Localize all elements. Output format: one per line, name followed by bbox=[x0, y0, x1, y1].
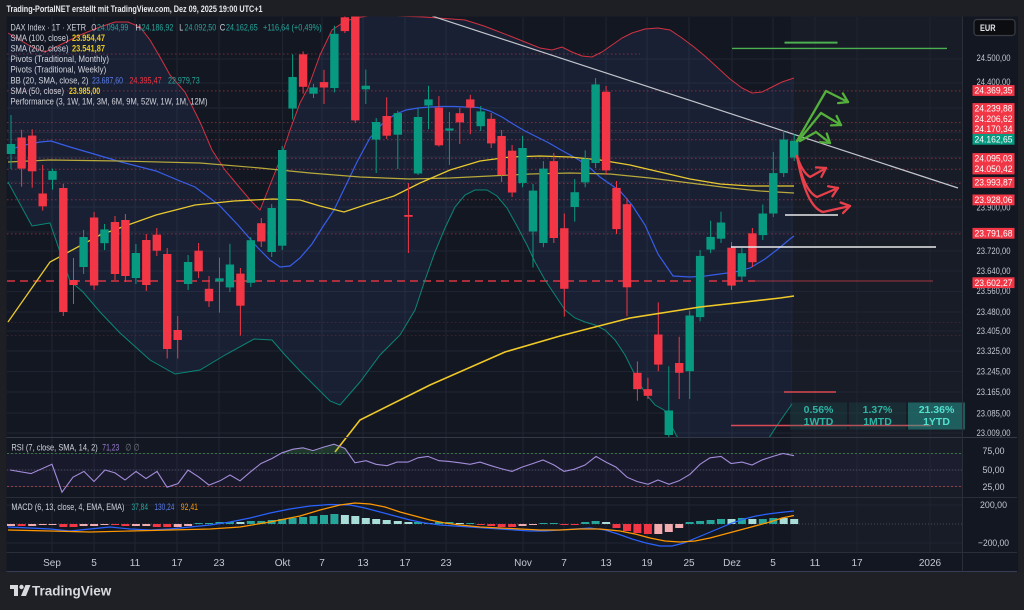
svg-text:0.56%: 0.56% bbox=[804, 404, 834, 416]
svg-text:2026: 2026 bbox=[919, 558, 942, 569]
svg-text:23.560,00: 23.560,00 bbox=[977, 286, 1011, 297]
svg-text:130,24: 130,24 bbox=[154, 502, 174, 513]
svg-text:23.541,87: 23.541,87 bbox=[72, 44, 105, 55]
svg-text:25: 25 bbox=[683, 558, 695, 569]
svg-text:24.400,00: 24.400,00 bbox=[977, 77, 1011, 88]
svg-text:RSI (7, close, SMA, 14, 2): RSI (7, close, SMA, 14, 2) bbox=[11, 443, 97, 454]
svg-text:11: 11 bbox=[130, 558, 141, 569]
svg-text:71,23: 71,23 bbox=[102, 443, 119, 454]
svg-text:−200,00: −200,00 bbox=[978, 538, 1009, 549]
svg-text:L: L bbox=[179, 23, 183, 34]
svg-text:5: 5 bbox=[770, 558, 776, 569]
svg-text:TradingView: TradingView bbox=[32, 584, 112, 599]
svg-text:SMA (200, close): SMA (200, close) bbox=[11, 44, 69, 55]
svg-text:22.979,73: 22.979,73 bbox=[168, 75, 200, 86]
svg-text:1.37%: 1.37% bbox=[863, 404, 893, 416]
svg-text:11: 11 bbox=[810, 558, 821, 569]
svg-text:C: C bbox=[220, 23, 226, 34]
svg-text:17: 17 bbox=[399, 558, 411, 569]
svg-text:24.395,47: 24.395,47 bbox=[129, 75, 161, 86]
svg-text:23.687,60: 23.687,60 bbox=[92, 75, 123, 86]
svg-text:7: 7 bbox=[319, 558, 325, 569]
svg-text:25,00: 25,00 bbox=[983, 482, 1005, 493]
svg-text:Nov: Nov bbox=[514, 558, 532, 569]
svg-text:O: O bbox=[91, 23, 96, 34]
svg-text:21.36%: 21.36% bbox=[919, 404, 955, 416]
svg-text:50,00: 50,00 bbox=[983, 465, 1005, 476]
svg-text:Dez: Dez bbox=[723, 558, 741, 569]
svg-text:23.325,00: 23.325,00 bbox=[977, 346, 1011, 357]
svg-text:23.165,00: 23.165,00 bbox=[977, 387, 1011, 398]
svg-text:Performance (3, 1W, 1M, 3M, 6M: Performance (3, 1W, 1M, 3M, 6M, 9M, 52W,… bbox=[11, 96, 208, 107]
svg-text:24.186,92: 24.186,92 bbox=[142, 23, 174, 34]
svg-text:23.480,00: 23.480,00 bbox=[977, 307, 1011, 318]
svg-text:Sep: Sep bbox=[43, 558, 61, 569]
svg-text:200,00: 200,00 bbox=[980, 500, 1007, 511]
svg-text:Trading-PortalNET erstellt mit: Trading-PortalNET erstellt mit TradingVi… bbox=[7, 4, 264, 15]
svg-text:23.993,87: 23.993,87 bbox=[975, 178, 1013, 189]
svg-text:23.009,00: 23.009,00 bbox=[977, 428, 1011, 439]
svg-text:5: 5 bbox=[91, 558, 97, 569]
svg-text:37,84: 37,84 bbox=[132, 502, 149, 513]
svg-text:24.369,35: 24.369,35 bbox=[975, 86, 1013, 97]
svg-text:23.791,68: 23.791,68 bbox=[975, 229, 1013, 240]
svg-text:1YTD: 1YTD bbox=[923, 416, 950, 428]
svg-text:SMA (100, close): SMA (100, close) bbox=[11, 33, 69, 44]
svg-text:24.206,62: 24.206,62 bbox=[975, 114, 1013, 125]
svg-text:24.092,50: 24.092,50 bbox=[185, 23, 217, 34]
svg-text:23.602,27: 23.602,27 bbox=[975, 278, 1013, 289]
svg-text:H: H bbox=[135, 23, 141, 34]
svg-text:23: 23 bbox=[213, 558, 225, 569]
svg-text:+116,64 (+0,49%): +116,64 (+0,49%) bbox=[263, 23, 322, 34]
svg-text:23.954,47: 23.954,47 bbox=[72, 33, 105, 44]
svg-text:24.050,42: 24.050,42 bbox=[975, 164, 1013, 175]
svg-text:DAX Index · 1T · XETR: DAX Index · 1T · XETR bbox=[11, 23, 87, 34]
svg-text:Pivots (Traditional, Weekly): Pivots (Traditional, Weekly) bbox=[11, 65, 107, 76]
svg-text:13: 13 bbox=[357, 558, 369, 569]
svg-text:24.095,03: 24.095,03 bbox=[975, 154, 1013, 165]
svg-text:23.985,00: 23.985,00 bbox=[69, 86, 100, 97]
svg-text:BB (20, SMA, close, 2): BB (20, SMA, close, 2) bbox=[11, 75, 89, 86]
svg-text:EUR: EUR bbox=[980, 23, 996, 34]
svg-text:19: 19 bbox=[641, 558, 653, 569]
svg-text:23.900,00: 23.900,00 bbox=[977, 203, 1011, 214]
svg-text:23.928,06: 23.928,06 bbox=[975, 195, 1013, 206]
svg-text:7: 7 bbox=[561, 558, 567, 569]
svg-text:17: 17 bbox=[851, 558, 863, 569]
svg-text:23.405,00: 23.405,00 bbox=[977, 326, 1011, 337]
svg-text:∅ ∅: ∅ ∅ bbox=[125, 443, 140, 454]
svg-text:MACD (6, 13, close, 4, EMA, EM: MACD (6, 13, close, 4, EMA, EMA) bbox=[11, 502, 124, 513]
svg-text:24.170,34: 24.170,34 bbox=[975, 124, 1013, 135]
svg-text:1WTD: 1WTD bbox=[804, 416, 834, 428]
svg-text:23.245,00: 23.245,00 bbox=[977, 366, 1011, 377]
svg-text:Okt: Okt bbox=[275, 558, 291, 569]
svg-text:17: 17 bbox=[171, 558, 183, 569]
svg-text:75,00: 75,00 bbox=[983, 446, 1005, 457]
svg-text:23.720,00: 23.720,00 bbox=[977, 246, 1011, 257]
svg-text:13: 13 bbox=[600, 558, 612, 569]
svg-text:Pivots (Traditional, Monthly): Pivots (Traditional, Monthly) bbox=[11, 54, 110, 65]
svg-text:24.094,99: 24.094,99 bbox=[97, 23, 128, 34]
svg-text:23.085,00: 23.085,00 bbox=[977, 409, 1011, 420]
svg-text:92,41: 92,41 bbox=[181, 502, 198, 513]
svg-text:24.162,65: 24.162,65 bbox=[226, 23, 258, 34]
svg-text:24.162,65: 24.162,65 bbox=[975, 135, 1013, 146]
svg-text:24.500,00: 24.500,00 bbox=[977, 53, 1011, 64]
svg-text:23.640,00: 23.640,00 bbox=[977, 266, 1011, 277]
svg-text:1MTD: 1MTD bbox=[863, 416, 892, 428]
svg-text:24.239,88: 24.239,88 bbox=[975, 104, 1013, 115]
svg-text:SMA (50, close): SMA (50, close) bbox=[11, 86, 65, 97]
svg-text:23: 23 bbox=[440, 558, 452, 569]
